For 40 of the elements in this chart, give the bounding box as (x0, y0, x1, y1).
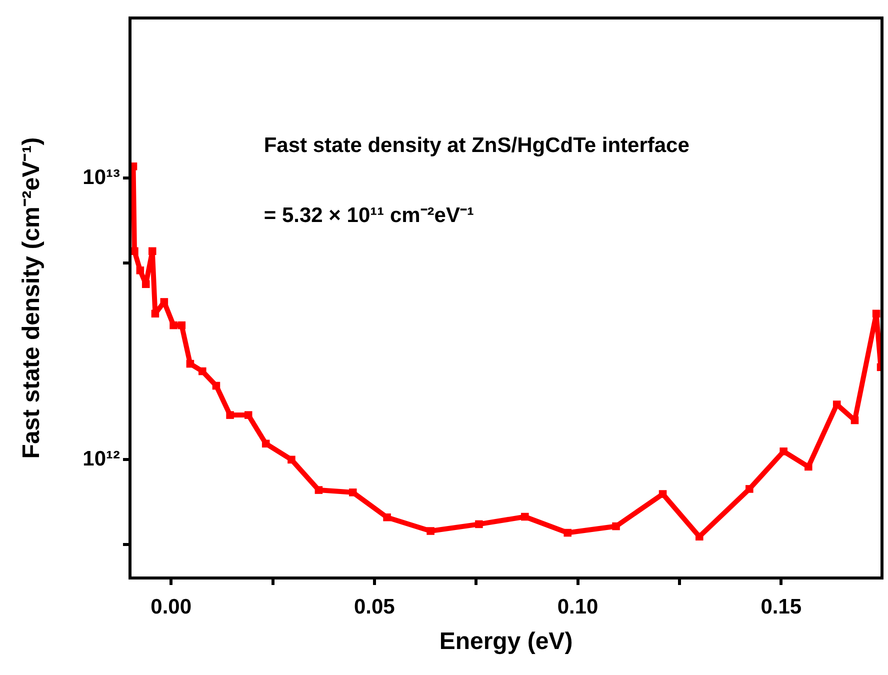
x-tick-label: 0.00 (150, 595, 192, 618)
y-tick-label: 10¹³ (82, 166, 120, 189)
point (564, 528, 572, 537)
point (832, 400, 841, 408)
point (148, 247, 156, 256)
x-tick-label: 0.15 (760, 595, 802, 618)
point (212, 382, 220, 390)
point (850, 416, 859, 424)
y-axis-title: Fast state density (cm⁻²eV⁻¹) (18, 137, 46, 459)
point (696, 532, 704, 541)
point (383, 513, 391, 522)
point (804, 462, 812, 471)
point (872, 310, 880, 318)
point (178, 321, 186, 330)
point (198, 367, 206, 376)
point (348, 488, 357, 496)
point (170, 321, 178, 330)
point (780, 447, 788, 456)
point (151, 310, 160, 318)
point (475, 520, 483, 528)
point (314, 486, 323, 494)
x-tick-label: 0.10 (557, 595, 598, 618)
annotation: Fast state density at ZnS/HgCdTe interface (264, 134, 690, 157)
point (244, 411, 252, 419)
point (142, 280, 150, 288)
point (288, 456, 296, 464)
x-axis-title: Energy (eV) (439, 628, 573, 656)
point (186, 360, 194, 368)
point (426, 527, 434, 535)
point (226, 411, 234, 419)
y-tick-label: 10¹² (82, 447, 120, 470)
point (612, 522, 620, 530)
point (658, 490, 667, 498)
point (136, 266, 144, 274)
point (521, 512, 529, 521)
point (160, 298, 168, 306)
point (746, 485, 754, 493)
point (262, 440, 270, 448)
annotation: = 5.32 × 10¹¹ cm⁻²eV⁻¹ (264, 204, 474, 227)
x-tick-label: 0.05 (354, 595, 396, 618)
